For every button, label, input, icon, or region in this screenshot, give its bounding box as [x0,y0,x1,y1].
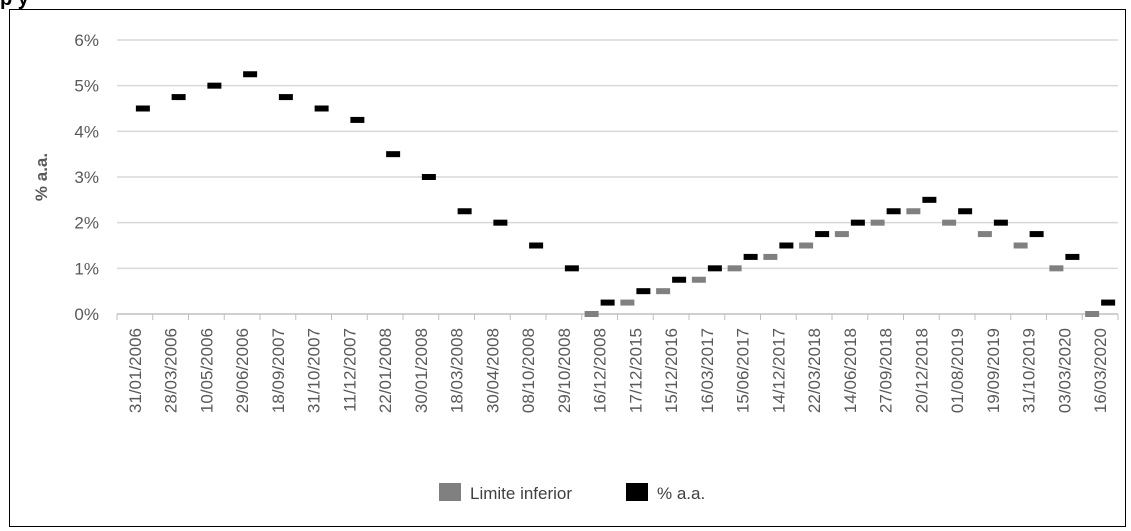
marker-pct-aa [243,71,258,78]
marker-limite-inferior [1013,242,1028,249]
series-marks [135,71,1116,317]
marker-pct-aa [350,116,365,123]
marker-pct-aa [672,276,687,283]
marker-pct-aa [457,208,472,215]
legend-label-pct-aa: % a.a. [657,484,705,503]
legend-swatch-pct-aa [626,483,648,501]
x-tick-label: 16/03/2017 [698,328,717,413]
x-tick-label: 29/06/2006 [233,328,252,413]
y-tick-label: 5% [74,77,99,96]
x-tick-label: 31/10/2007 [305,328,324,413]
gridlines [117,39,1118,315]
marker-limite-inferior [834,231,849,238]
marker-pct-aa [850,219,865,226]
x-tick-label: 28/03/2006 [162,328,181,413]
x-tick-label: 31/01/2006 [126,328,145,413]
x-tick-label: 10/05/2006 [197,328,216,413]
x-tick-label: 14/12/2017 [769,328,788,413]
marker-pct-aa [1065,253,1080,260]
x-tick-label: 14/06/2018 [841,328,860,413]
header-partial-title: p y [0,0,29,10]
legend: Limite inferior % a.a. [439,483,705,503]
marker-pct-aa [1029,231,1044,238]
legend-swatch-limite-inferior [439,483,461,501]
x-tick-label: 15/12/2016 [662,328,681,413]
marker-pct-aa [886,208,901,215]
marker-pct-aa [421,174,436,180]
legend-label-limite-inferior: Limite inferior [470,484,572,503]
chart-frame [9,9,1126,527]
x-tick-label: 15/06/2017 [734,328,753,413]
x-tick-label: 22/01/2008 [376,328,395,413]
y-axis-ticks: 0% 1% 2% 3% 4% 5% 6% [74,31,99,324]
x-tick-label: 27/09/2018 [877,328,896,413]
marker-limite-inferior [763,253,778,260]
marker-limite-inferior [977,231,992,238]
header-strip: p y [0,0,1131,10]
marker-pct-aa [278,94,293,101]
y-tick-label: 0% [74,305,99,324]
marker-pct-aa [171,94,186,101]
marker-limite-inferior [942,219,957,226]
marker-pct-aa [636,288,651,295]
x-tick-label: 16/03/2020 [1091,328,1110,413]
y-axis-label: % a.a. [32,153,51,201]
marker-limite-inferior [727,265,742,272]
y-tick-label: 2% [74,214,99,233]
x-tick-label: 18/03/2008 [448,328,467,413]
marker-pct-aa [1101,299,1116,306]
x-tick-label: 18/09/2007 [269,328,288,413]
marker-limite-inferior [799,242,814,249]
marker-pct-aa [707,265,722,272]
x-tick-label: 31/10/2019 [1020,328,1039,413]
marker-pct-aa [993,219,1008,226]
marker-pct-aa [564,265,579,272]
x-axis-ticks: 31/01/2006 28/03/2006 10/05/2006 29/06/2006… [116,314,1119,413]
marker-pct-aa [386,151,401,158]
marker-pct-aa [529,242,544,249]
x-tick-label: 30/04/2008 [483,328,502,413]
x-tick-label: 16/12/2008 [591,328,610,413]
marker-pct-aa [815,231,830,238]
marker-pct-aa [958,208,973,215]
x-tick-label: 22/03/2018 [805,328,824,413]
x-tick-label: 01/08/2019 [948,328,967,413]
x-tick-label: 20/12/2018 [912,328,931,413]
marker-pct-aa [743,253,758,260]
marker-pct-aa [207,82,222,89]
marker-pct-aa [314,105,329,112]
x-tick-label: 11/12/2007 [340,328,359,412]
marker-limite-inferior [691,276,706,283]
marker-limite-inferior [1085,311,1100,317]
marker-pct-aa [493,219,508,226]
x-tick-label: 08/10/2008 [519,328,538,413]
marker-limite-inferior [584,311,599,317]
y-tick-label: 6% [74,31,99,50]
x-tick-label: 03/03/2020 [1055,328,1074,413]
marker-limite-inferior [870,219,885,226]
y-tick-label: 1% [74,259,99,278]
marker-limite-inferior [906,208,921,215]
marker-pct-aa [779,242,794,249]
marker-limite-inferior [620,299,635,306]
x-tick-label: 19/09/2019 [984,328,1003,413]
y-tick-label: 4% [74,122,99,141]
marker-limite-inferior [1049,265,1064,272]
x-tick-label: 29/10/2008 [555,328,574,413]
y-tick-label: 3% [74,168,99,187]
x-tick-label: 30/01/2008 [412,328,431,413]
x-tick-label: 17/12/2015 [626,328,645,413]
marker-limite-inferior [656,288,671,295]
marker-pct-aa [135,105,150,112]
marker-pct-aa [600,299,615,306]
marker-pct-aa [922,196,937,203]
